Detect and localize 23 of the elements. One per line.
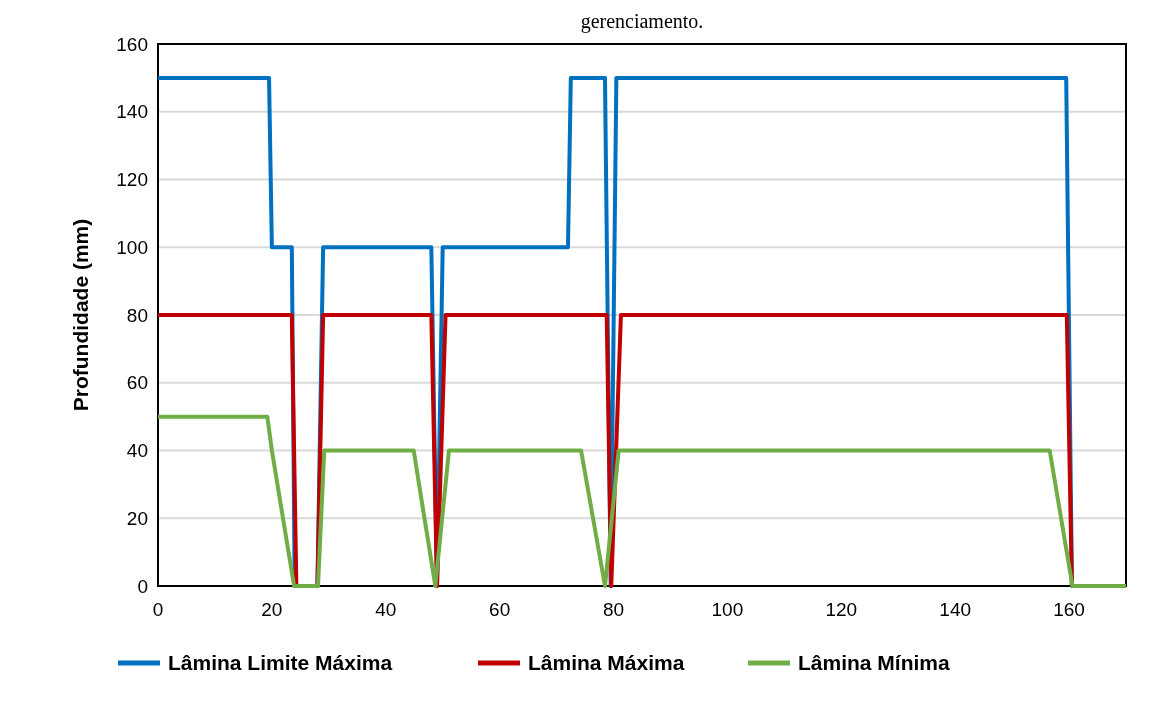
- x-tick-label: 0: [152, 599, 164, 620]
- x-tick-label: 100: [711, 599, 744, 620]
- y-tick-label: 0: [137, 575, 148, 597]
- chart-title: gerenciamento.: [580, 10, 704, 33]
- y-tick-label: 40: [126, 440, 148, 462]
- legend-label: Lâmina Mínima: [798, 651, 951, 675]
- y-axis-title: Profundidade (mm): [69, 218, 92, 412]
- y-tick-label: 140: [116, 101, 148, 123]
- y-tick-label: 80: [126, 304, 148, 326]
- y-tick-label: 120: [116, 169, 148, 191]
- y-tick-label: 20: [126, 507, 148, 529]
- x-tick-label: 120: [825, 599, 858, 620]
- x-tick-label: 140: [939, 599, 972, 620]
- legend-label: Lâmina Máxima: [528, 651, 685, 675]
- y-tick-label: 60: [126, 372, 148, 394]
- x-tick-label: 160: [1053, 599, 1085, 620]
- x-tick-label: 40: [375, 599, 397, 620]
- y-tick-label: 100: [116, 236, 148, 258]
- x-tick-label: 20: [261, 599, 283, 620]
- y-tick-label: 160: [116, 33, 148, 55]
- x-tick-label: 80: [602, 599, 625, 620]
- legend-label: Lâmina Limite Máxima: [168, 651, 393, 675]
- x-tick-label: 60: [489, 599, 511, 620]
